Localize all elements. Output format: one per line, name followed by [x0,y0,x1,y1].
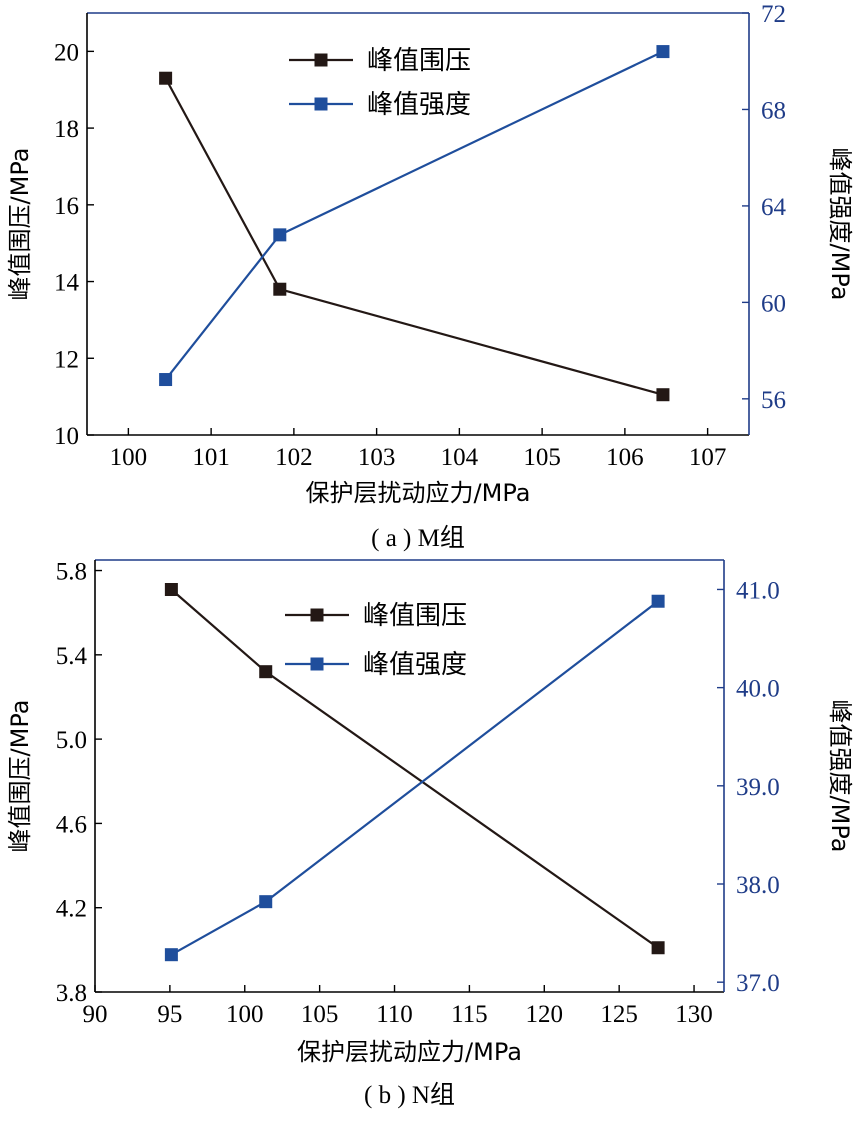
y-axis-left-title: 峰值围压/MPa [6,700,34,853]
legend-label: 峰值强度 [363,650,467,680]
y-left-tick-label: 4.6 [56,811,87,838]
y-left-tick-label: 5.0 [56,727,87,754]
data-point-marker [656,45,670,59]
data-point-marker [164,583,178,597]
x-tick-label: 101 [192,444,230,471]
x-tick-label: 104 [441,444,479,471]
y-right-tick-label: 60 [761,290,786,317]
x-tick-label: 100 [110,444,148,471]
legend-label: 峰值围压 [363,601,467,631]
panel-caption: ( a ) M组 [371,524,465,552]
chart-panel-b: 90 95 100 105 110 115 120 125 130 3.8 4.2 4.6 5.0 5.4… [6,559,854,1109]
x-tick-label: 130 [675,1001,713,1028]
x-tick-label: 120 [526,1001,564,1028]
y-right-tick-label: 72 [761,1,786,28]
data-point-marker [164,948,178,962]
x-tick-label: 90 [83,1001,108,1028]
y-right-tick-label: 68 [761,97,786,124]
chart-panel-a: 100 101 102 103 104 105 106 107 10 12 14 16 18 20 56 60… [6,1,854,552]
y-right-tick-label: 41.0 [736,577,780,604]
y-left-tick-label: 4.2 [56,896,87,923]
x-tick-label: 102 [275,444,313,471]
y-right-tick-label: 37.0 [736,970,780,997]
x-tick-label: 100 [226,1001,264,1028]
data-point-marker [651,941,665,955]
y-right-tick-label: 39.0 [736,774,780,801]
x-tick-label: 103 [358,444,396,471]
data-point-marker [273,282,287,296]
series-line-confining [170,588,659,949]
legend-marker [310,657,324,671]
y-left-tick-label: 18 [54,116,79,143]
data-point-marker [656,388,670,402]
data-point-marker [273,228,287,242]
data-point-marker [651,594,665,608]
data-point-marker [259,665,273,679]
y-left-tick-label: 20 [54,39,79,66]
legend-label: 峰值围压 [367,46,471,76]
y-left-tick-label: 16 [54,193,79,220]
y-left-tick-label: 14 [54,270,80,297]
y-left-tick-label: 5.4 [56,643,88,670]
y-axis-right-title: 峰值强度/MPa [826,700,854,853]
x-axis-title: 保护层扰动应力/MPa [306,479,531,507]
x-tick-label: 95 [157,1001,182,1028]
x-tick-label: 105 [301,1001,339,1028]
data-point-marker [159,373,173,387]
legend-marker [314,53,328,67]
y-left-tick-label: 5.8 [56,559,87,586]
x-tick-label: 115 [451,1001,488,1028]
y-right-tick-label: 64 [761,194,787,221]
y-left-tick-label: 3.8 [56,980,87,1007]
y-axis-right-title: 峰值强度/MPa [826,148,854,301]
y-right-tick-label: 40.0 [736,676,780,703]
data-point-marker [159,71,173,85]
x-tick-label: 125 [600,1001,638,1028]
y-right-tick-label: 56 [761,387,786,414]
legend-marker [310,608,324,622]
x-axis-title: 保护层扰动应力/MPa [297,1038,522,1066]
y-axis-left-title: 峰值围压/MPa [6,148,34,301]
legend-label: 峰值强度 [367,90,471,120]
x-tick-label: 106 [606,444,644,471]
series-line-confining [164,77,664,396]
x-tick-label: 105 [523,444,561,471]
panel-caption: ( b ) N组 [364,1081,455,1109]
data-point-marker [259,895,273,909]
x-tick-label: 110 [376,1001,413,1028]
y-left-tick-label: 10 [54,423,79,450]
y-right-tick-label: 38.0 [736,872,780,899]
y-left-tick-label: 12 [54,346,79,373]
legend-marker [314,97,328,111]
x-tick-label: 107 [689,444,727,471]
